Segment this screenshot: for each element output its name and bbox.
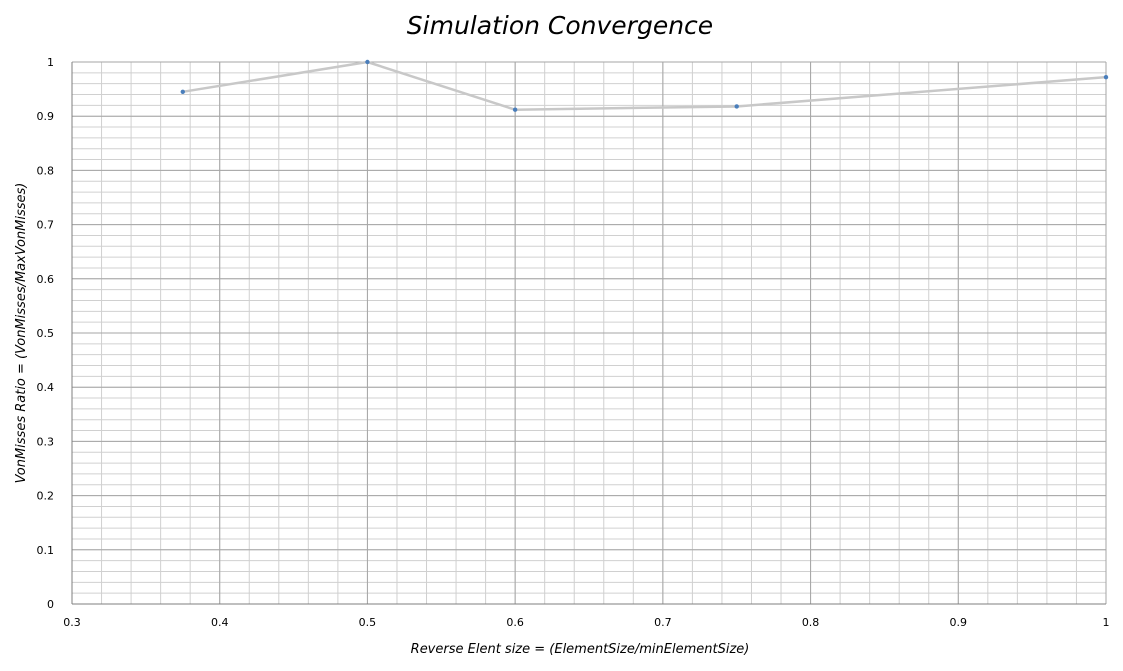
x-tick-label: 0.4 <box>211 616 229 629</box>
x-tick-label: 0.5 <box>359 616 377 629</box>
y-tick-label: 0.1 <box>37 544 55 557</box>
y-tick-label: 0.5 <box>37 327 55 340</box>
y-tick-label: 1 <box>47 56 54 69</box>
x-tick-labels: 0.3 0.4 0.5 0.6 0.7 0.8 0.9 1 <box>63 616 1109 629</box>
data-point <box>734 104 739 109</box>
plot-area <box>71 59 1109 605</box>
data-point <box>1103 74 1109 80</box>
major-gridlines <box>71 61 1107 605</box>
data-point <box>512 107 518 112</box>
y-tick-label: 0.9 <box>37 110 55 123</box>
y-tick-label: 0.4 <box>37 381 55 394</box>
data-point <box>180 89 185 95</box>
x-tick-label: 1 <box>1103 616 1110 629</box>
data-point <box>365 59 370 65</box>
y-tick-label: 0 <box>47 598 54 611</box>
x-axis-label: Reverse Elent size = (ElementSize/minEle… <box>411 642 750 657</box>
y-tick-label: 0.8 <box>37 164 55 177</box>
y-axis-label: VonMisses Ratio = (VonMisses/MaxVonMisse… <box>14 183 29 484</box>
x-tick-label: 0.7 <box>654 616 672 629</box>
chart-title: Simulation Convergence <box>407 11 713 40</box>
series-layer <box>180 59 1109 112</box>
y-tick-label: 0.6 <box>37 273 55 286</box>
axes <box>71 62 1106 605</box>
x-tick-label: 0.3 <box>63 616 81 629</box>
series-line <box>182 60 1107 111</box>
x-tick-label: 0.9 <box>950 616 968 629</box>
y-tick-label: 0.7 <box>37 219 55 232</box>
y-tick-label: 0.3 <box>37 435 55 448</box>
x-tick-label: 0.8 <box>802 616 820 629</box>
x-tick-label: 0.6 <box>506 616 524 629</box>
y-tick-labels: 0 0.1 0.2 0.3 0.4 0.5 0.6 0.7 0.8 0.9 1 <box>37 56 55 611</box>
y-tick-label: 0.2 <box>37 490 55 503</box>
